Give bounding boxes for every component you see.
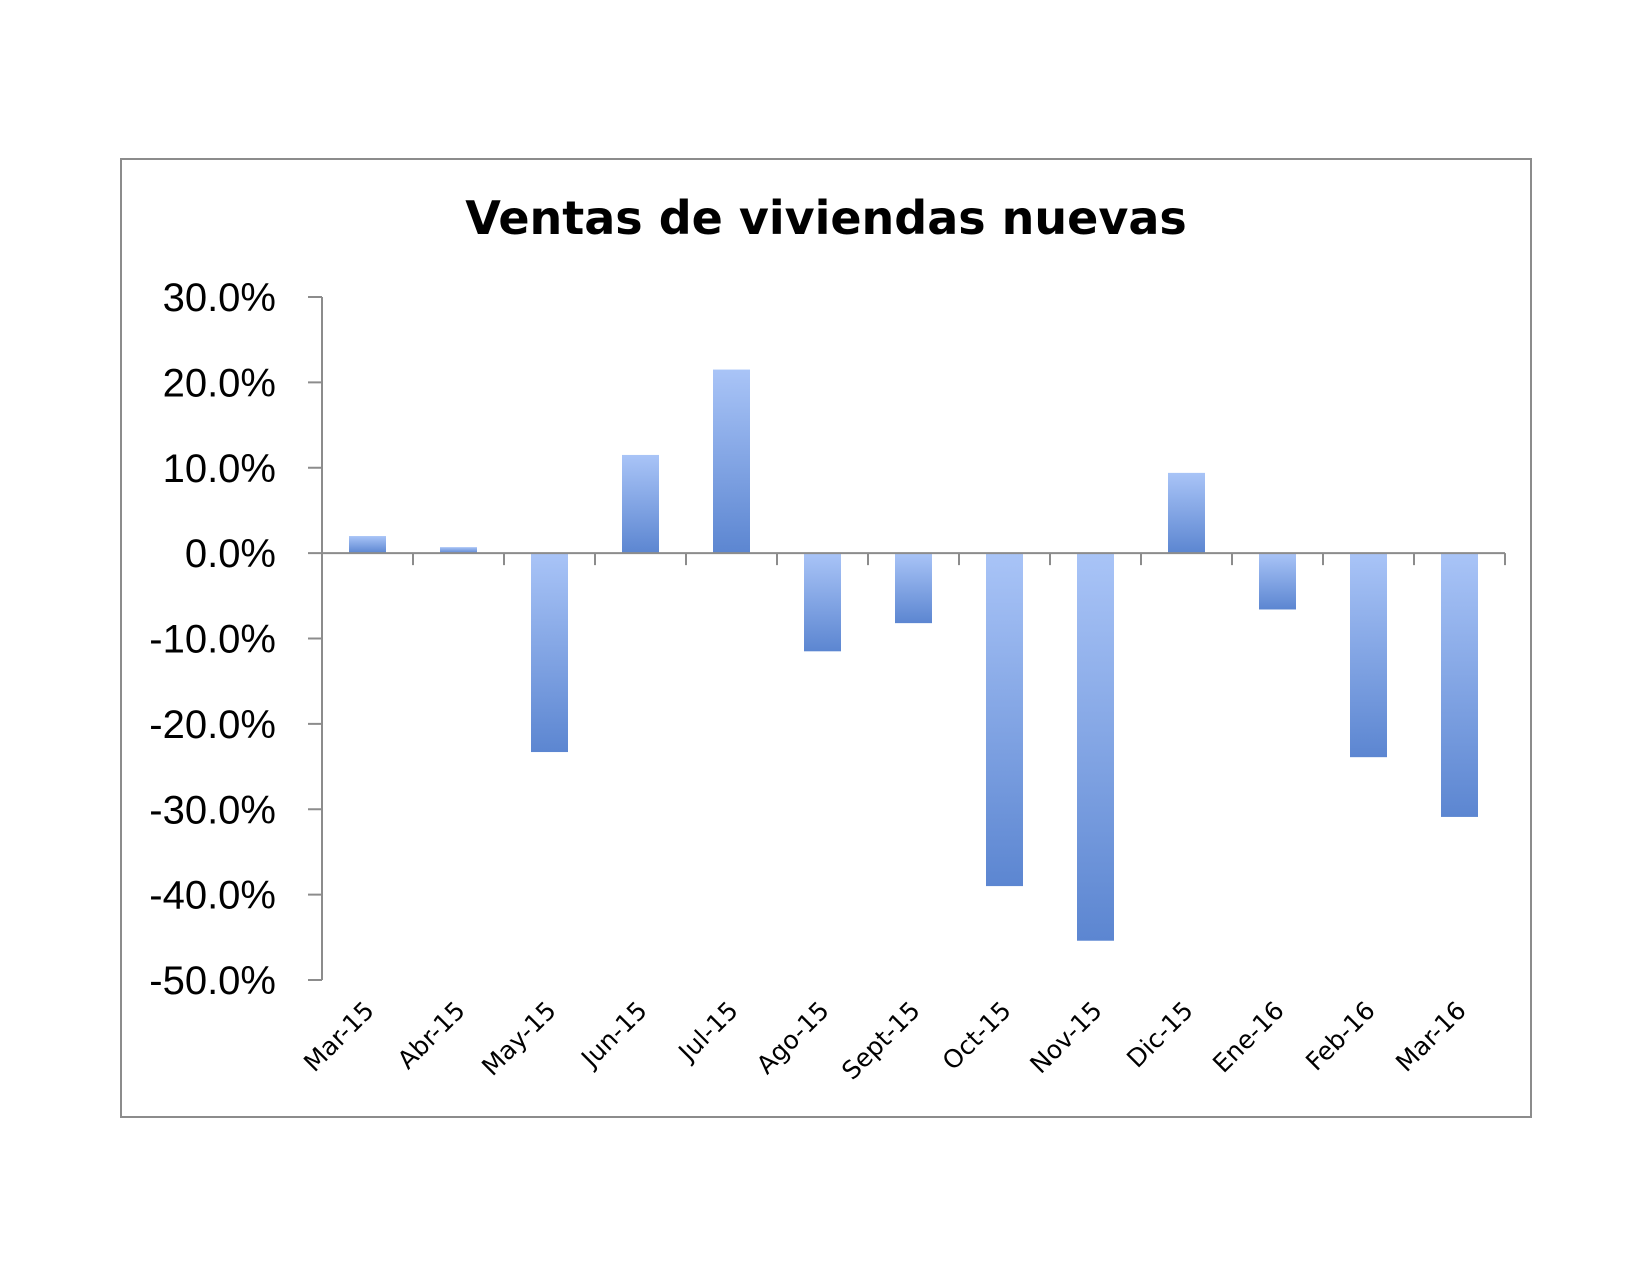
bar-jun-15 (622, 454, 659, 554)
bar-sept-15 (895, 553, 932, 624)
bar-feb-16 (1350, 553, 1387, 758)
bar-ago-15 (804, 553, 841, 652)
y-tick-labels: 30.0% 20.0% 10.0% 0.0% -10.0% -20.0% -30.0% -40… (149, 276, 276, 1003)
chart-title: Ventas de viviendas nuevas (465, 191, 1187, 245)
y-tick-label: -10.0% (149, 618, 276, 662)
bar-jul-15 (713, 369, 750, 554)
axes-group (308, 296, 1506, 981)
bar-mar-15 (349, 536, 386, 554)
y-tick-label: -20.0% (149, 703, 276, 747)
y-tick-label: 0.0% (185, 532, 276, 576)
bar-ene-16 (1259, 553, 1296, 610)
y-tick-label: 30.0% (163, 276, 276, 320)
y-tick-label: -40.0% (149, 874, 276, 918)
y-tick-label: -50.0% (149, 959, 276, 1003)
bar-dic-15 (1168, 472, 1205, 554)
bars-group (349, 369, 1478, 941)
bar-nov-15 (1077, 553, 1114, 941)
bar-mar-16 (1441, 553, 1478, 817)
y-tick-label: 10.0% (163, 447, 276, 491)
bar-may-15 (531, 553, 568, 753)
y-tick-label: -30.0% (149, 788, 276, 832)
bar-oct-15 (986, 553, 1023, 887)
y-tick-label: 20.0% (163, 361, 276, 405)
bar-abr-15 (440, 547, 477, 554)
